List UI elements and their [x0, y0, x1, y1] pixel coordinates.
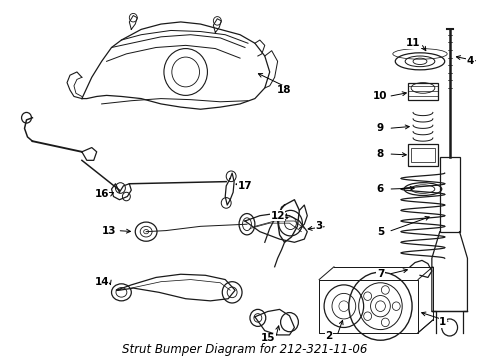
- Text: 15: 15: [261, 333, 275, 343]
- Text: 13: 13: [102, 226, 117, 235]
- Bar: [408, 82, 438, 100]
- Bar: [411, 148, 435, 162]
- Text: 18: 18: [277, 85, 292, 95]
- Text: 4: 4: [467, 56, 474, 66]
- Text: 12: 12: [270, 211, 285, 221]
- Text: 17: 17: [238, 181, 252, 191]
- Bar: [408, 144, 438, 166]
- Text: 7: 7: [377, 269, 384, 279]
- Text: 2: 2: [325, 331, 333, 341]
- Text: 5: 5: [377, 227, 384, 237]
- Text: 8: 8: [377, 149, 384, 159]
- Bar: [440, 157, 460, 231]
- Text: Strut Bumper Diagram for 212-321-11-06: Strut Bumper Diagram for 212-321-11-06: [122, 343, 368, 356]
- Text: 11: 11: [406, 38, 420, 48]
- Text: 3: 3: [316, 221, 323, 231]
- Text: 1: 1: [439, 317, 446, 327]
- Text: 10: 10: [373, 91, 388, 102]
- Text: 9: 9: [377, 123, 384, 134]
- Text: 6: 6: [377, 184, 384, 194]
- Text: 14: 14: [95, 277, 109, 287]
- Text: 16: 16: [95, 189, 109, 199]
